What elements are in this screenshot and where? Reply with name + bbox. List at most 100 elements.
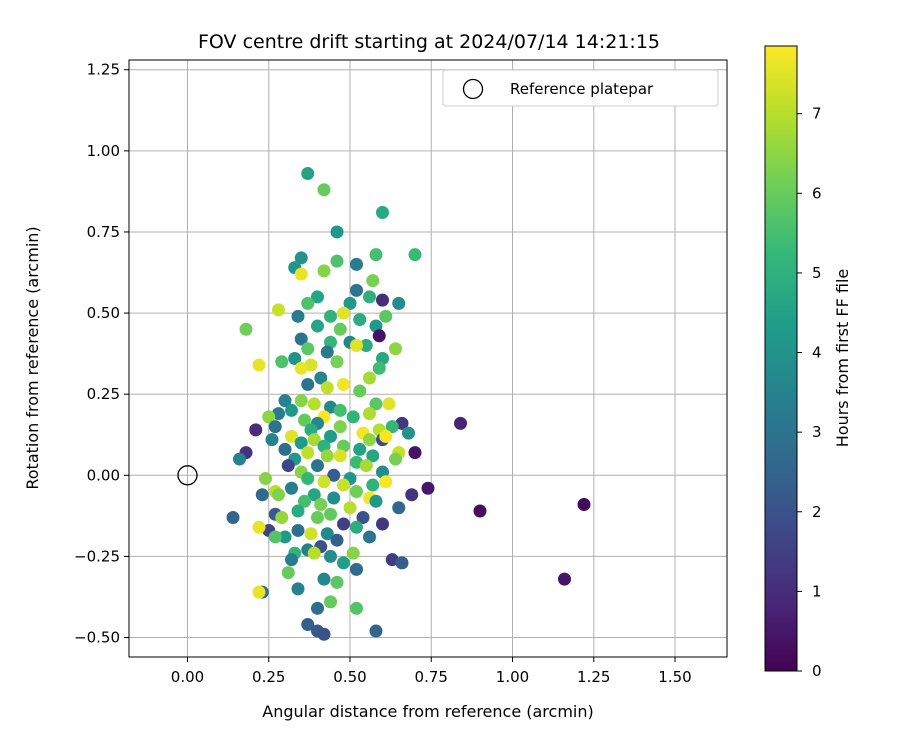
data-point	[350, 562, 363, 576]
data-point	[272, 488, 285, 502]
colorbar: 0 1 2 3 4 5 6 7 Hours from first FF file	[764, 45, 852, 680]
data-point	[281, 566, 295, 580]
y-tick-label: 0.50	[87, 304, 120, 322]
data-point	[379, 475, 393, 489]
data-point	[392, 501, 406, 515]
data-point	[333, 449, 347, 463]
data-point	[301, 446, 315, 460]
data-point	[363, 371, 376, 385]
data-point	[307, 488, 321, 502]
data-point	[379, 429, 393, 443]
data-point	[369, 248, 383, 262]
colorbar-tick-label: 1	[812, 582, 822, 600]
data-point	[311, 601, 324, 615]
data-point	[317, 627, 331, 641]
data-points	[177, 167, 591, 641]
y-axis-ticks: −0.50 −0.25 0.00 0.25 0.50 0.75 1.00 1.25	[74, 61, 129, 647]
data-point	[317, 183, 331, 197]
x-tick-label: 0.75	[415, 668, 448, 686]
data-point	[324, 595, 337, 609]
data-point	[314, 371, 328, 385]
data-point	[372, 361, 386, 375]
colorbar-tick-label: 0	[812, 662, 822, 680]
data-point	[301, 296, 315, 310]
data-point	[285, 553, 298, 567]
data-point	[363, 530, 376, 544]
data-point	[298, 413, 311, 427]
data-point	[337, 377, 350, 391]
data-point	[389, 342, 402, 356]
data-point	[268, 420, 282, 434]
data-point	[346, 410, 360, 424]
y-tick-label: 0.25	[87, 385, 120, 403]
data-point	[359, 339, 373, 353]
data-point	[350, 257, 363, 271]
data-point	[278, 442, 292, 456]
colorbar-tick-label: 4	[812, 344, 822, 362]
data-point	[350, 455, 363, 469]
data-point	[392, 296, 406, 310]
data-point	[281, 459, 295, 473]
data-point	[337, 478, 350, 492]
data-point	[304, 358, 318, 372]
data-point	[327, 491, 341, 505]
plot-frame	[128, 59, 728, 658]
data-point	[294, 267, 308, 281]
data-point	[385, 420, 399, 434]
data-point	[301, 472, 315, 486]
data-point	[301, 618, 315, 632]
data-point	[333, 420, 347, 434]
data-point	[353, 384, 367, 398]
data-point	[558, 572, 571, 586]
colorbar-ticks: 0 1 2 3 4 5 6 7	[797, 105, 822, 680]
data-point	[343, 296, 357, 310]
data-point	[294, 436, 308, 450]
data-point	[577, 498, 591, 512]
data-point	[320, 381, 334, 395]
x-tick-label: 0.25	[252, 668, 285, 686]
data-point	[317, 572, 331, 586]
colorbar-tick-label: 6	[812, 184, 822, 202]
data-point	[268, 530, 282, 544]
data-point	[288, 352, 302, 365]
data-point	[275, 510, 289, 524]
data-point	[324, 429, 337, 443]
x-axis-label: Angular distance from reference (arcmin)	[262, 702, 593, 721]
data-point	[252, 358, 266, 372]
data-point	[395, 556, 409, 570]
data-point	[346, 546, 360, 560]
data-point	[405, 488, 419, 502]
data-point	[259, 472, 272, 486]
data-point	[473, 504, 487, 518]
x-tick-label: 1.00	[496, 668, 529, 686]
data-point	[369, 494, 383, 508]
data-point	[291, 309, 305, 323]
data-point	[385, 553, 399, 567]
data-point	[252, 520, 266, 534]
data-point	[363, 290, 376, 304]
data-point	[301, 377, 315, 391]
x-tick-label: 0.50	[333, 668, 366, 686]
data-point	[330, 225, 344, 239]
data-point	[330, 575, 344, 589]
colorbar-label: Hours from first FF file	[833, 269, 852, 448]
data-point	[369, 624, 383, 638]
y-tick-label: −0.50	[74, 629, 120, 647]
data-point	[337, 306, 350, 320]
data-point	[278, 394, 292, 408]
data-point	[285, 403, 298, 417]
data-point	[366, 274, 380, 288]
x-tick-label: 0.00	[171, 668, 204, 686]
data-point	[369, 397, 383, 411]
data-point	[311, 459, 324, 473]
data-point	[252, 585, 266, 599]
y-tick-label: 1.00	[87, 142, 120, 160]
data-point	[291, 504, 305, 518]
data-point	[389, 452, 402, 466]
data-point	[304, 527, 318, 541]
data-point	[333, 322, 347, 336]
data-point	[372, 329, 386, 343]
data-point	[272, 407, 285, 421]
data-point	[327, 468, 341, 482]
